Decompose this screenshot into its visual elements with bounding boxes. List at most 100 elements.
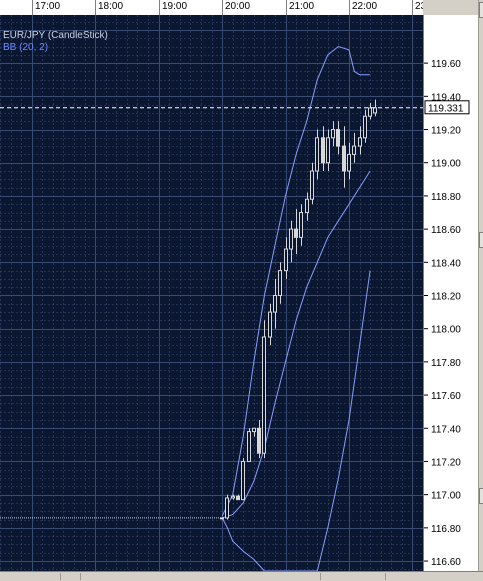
time-axis: 17:00 18:00 19:00 20:00 21:00 22:00 23:00: [0, 0, 423, 16]
indicator-label: BB (20, 2): [3, 42, 49, 53]
candle-body: [278, 270, 282, 296]
price-tick-label: 118.20: [431, 291, 461, 302]
candle-body: [299, 212, 303, 238]
candle: [294, 209, 298, 254]
candle: [284, 237, 288, 279]
bollinger-lower-band: [221, 270, 371, 571]
candle: [299, 204, 303, 246]
price-tick-label: 118.40: [431, 258, 461, 269]
candle-body: [368, 107, 372, 117]
time-tick-label: 23:00: [415, 1, 423, 12]
scroll-up-button[interactable]: [479, 2, 483, 18]
candle: [310, 162, 314, 205]
candle-body: [241, 460, 245, 501]
candle-body: [315, 137, 319, 172]
candle: [252, 427, 256, 437]
time-tick: [159, 0, 160, 15]
time-tick: [412, 0, 413, 15]
candle: [231, 494, 235, 500]
candle-body: [305, 198, 309, 214]
candle: [342, 126, 346, 188]
price-tick-label: 119.20: [431, 126, 461, 137]
price-tick-label: 116.60: [431, 557, 461, 568]
candle: [289, 220, 293, 263]
candle-body: [220, 517, 224, 520]
scroll-segment: [385, 573, 386, 580]
price-tick-label: 119.60: [431, 59, 461, 70]
candle: [336, 121, 340, 155]
candle: [262, 320, 266, 459]
candle: [236, 494, 240, 501]
candle-body: [363, 115, 367, 139]
scroll-down-button[interactable]: [479, 488, 483, 504]
candle-body: [342, 145, 346, 172]
candle: [368, 102, 372, 120]
candle-body: [373, 107, 377, 114]
price-tick-label: 118.80: [431, 192, 461, 203]
price-tick-label: 119.40: [431, 92, 461, 103]
candle-body: [294, 228, 298, 238]
price-tick-label: 116.80: [431, 524, 461, 535]
candle-body: [225, 497, 229, 519]
candle-body: [284, 248, 288, 272]
time-tick-label: 18:00: [98, 1, 124, 12]
time-tick: [349, 0, 350, 15]
candle: [220, 517, 224, 520]
price-tick-label: 117.60: [431, 391, 461, 402]
vertical-scrollbar[interactable]: [478, 0, 483, 571]
time-tick: [32, 0, 33, 15]
price-axis-svg: 116.60 116.80 117.00 117.20 117.40 117.60 117.…: [424, 59, 470, 568]
candle-body: [247, 431, 251, 462]
candle-body: [252, 427, 256, 433]
scroll-segment: [320, 573, 321, 580]
price-tick-label: 119.00: [431, 159, 461, 170]
time-tick-label: 22:00: [352, 1, 378, 12]
scroll-thumb[interactable]: [479, 232, 483, 248]
candle-body: [257, 427, 261, 454]
price-axis: 116.60 116.80 117.00 117.20 117.40 117.60 117.…: [423, 15, 483, 571]
candle: [331, 121, 335, 147]
candle: [241, 458, 245, 501]
candle: [358, 126, 362, 155]
candle-body: [358, 137, 362, 147]
price-tick-label: 117.20: [431, 457, 461, 468]
plot-area[interactable]: EUR/JPY (CandleStick) BB (20, 2): [0, 15, 423, 571]
time-tick: [286, 0, 287, 15]
horizontal-scrollbar[interactable]: [0, 571, 483, 581]
time-tick-label: 20:00: [225, 1, 251, 12]
current-price-label: 119.331: [428, 103, 464, 114]
candle: [315, 129, 319, 180]
candle: [305, 192, 309, 221]
chart-titles: EUR/JPY (CandleStick) BB (20, 2): [3, 30, 108, 54]
candle-body: [326, 137, 330, 164]
time-tick-label: 17:00: [35, 1, 61, 12]
candle: [257, 419, 261, 459]
candle-body: [336, 129, 340, 147]
price-tick-label: 117.40: [431, 424, 461, 435]
time-tick: [222, 0, 223, 15]
candle: [321, 126, 325, 172]
chart-title: EUR/JPY (CandleStick): [3, 30, 108, 41]
candle-body: [268, 311, 272, 338]
plot-svg: [0, 15, 423, 571]
candle: [273, 278, 277, 329]
time-tick-label: 19:00: [162, 1, 188, 12]
candle-body: [236, 495, 240, 501]
candle: [278, 262, 282, 304]
price-tick-label: 118.00: [431, 325, 461, 336]
bollinger-middle-band: [221, 170, 371, 519]
candle-body: [273, 294, 277, 313]
scroll-segment: [80, 573, 81, 580]
candle: [268, 303, 272, 346]
candle-body: [262, 336, 266, 454]
candle-body: [310, 170, 314, 200]
time-tick-label: 21:00: [289, 1, 315, 12]
candle: [326, 129, 330, 172]
price-tick-label: 118.60: [431, 225, 461, 236]
bollinger-upper-band: [221, 45, 371, 517]
candle-body: [289, 228, 293, 250]
candle-body: [231, 495, 235, 499]
candle-body: [321, 137, 325, 164]
candle: [363, 109, 367, 143]
